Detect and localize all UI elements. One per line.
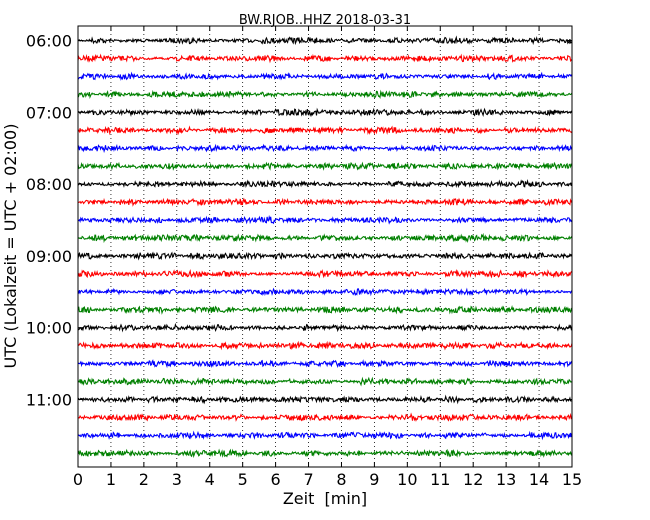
x-tick-label: 6 — [271, 470, 281, 489]
trace-0900 — [77, 251, 573, 261]
x-tick-label: 2 — [139, 470, 149, 489]
seismic-traces — [77, 35, 573, 459]
y-axis-label: UTC (Lokalzeit = UTC + 02:00) — [1, 124, 20, 369]
x-tick-label: 14 — [529, 470, 549, 489]
x-tick-label: 11 — [430, 470, 450, 489]
chart-title: BW.RJOB..HHZ 2018-03-31 — [239, 13, 411, 28]
x-tick-label: 3 — [172, 470, 182, 489]
trace-1115 — [77, 412, 573, 423]
y-tick-label: 08:00 — [26, 175, 72, 194]
y-tick-label: 10:00 — [26, 319, 72, 338]
x-tick-label: 1 — [106, 470, 116, 489]
x-tick-label: 13 — [496, 470, 516, 489]
trace-1045 — [77, 376, 573, 387]
trace-1030 — [77, 359, 573, 369]
x-tick-label: 5 — [238, 470, 248, 489]
x-tick-label: 7 — [303, 470, 313, 489]
trace-0830 — [77, 214, 573, 225]
trace-0745 — [77, 161, 573, 171]
y-tick-label: 07:00 — [26, 103, 72, 122]
grid-lines — [110, 26, 540, 467]
trace-0800 — [77, 179, 573, 189]
trace-0915 — [77, 268, 573, 279]
x-tick-label: 8 — [336, 470, 346, 489]
trace-0615 — [77, 53, 573, 64]
trace-0945 — [77, 304, 573, 315]
plot-frame — [77, 25, 573, 468]
trace-0815 — [77, 197, 573, 207]
trace-1015 — [77, 340, 573, 351]
x-tick-label: 15 — [562, 470, 582, 489]
x-tick-label: 0 — [73, 470, 83, 489]
trace-0645 — [77, 89, 573, 99]
x-axis-label: Zeit [min] — [283, 489, 367, 508]
trace-0930 — [77, 287, 573, 297]
trace-0700 — [77, 107, 573, 118]
trace-0730 — [77, 143, 573, 154]
trace-1130 — [77, 430, 573, 441]
y-axis-ticks: 06:00 07:00 08:00 09:00 10:00 11:00 — [26, 32, 572, 410]
x-axis-ticks: 0 1 2 3 4 5 6 7 8 9 10 11 12 13 14 15 — [73, 26, 582, 489]
x-tick-label: 4 — [205, 470, 215, 489]
y-tick-label: 09:00 — [26, 247, 72, 266]
trace-0715 — [77, 125, 573, 136]
trace-1000 — [77, 322, 573, 333]
trace-0600 — [77, 35, 573, 46]
trace-0845 — [77, 232, 573, 244]
y-tick-label: 06:00 — [26, 32, 72, 51]
x-tick-label: 12 — [463, 470, 483, 489]
trace-1145 — [77, 448, 573, 459]
x-tick-label: 9 — [369, 470, 379, 489]
trace-0630 — [77, 71, 573, 81]
y-tick-label: 11:00 — [26, 391, 72, 410]
x-tick-label: 10 — [397, 470, 417, 489]
trace-1100 — [77, 394, 573, 405]
